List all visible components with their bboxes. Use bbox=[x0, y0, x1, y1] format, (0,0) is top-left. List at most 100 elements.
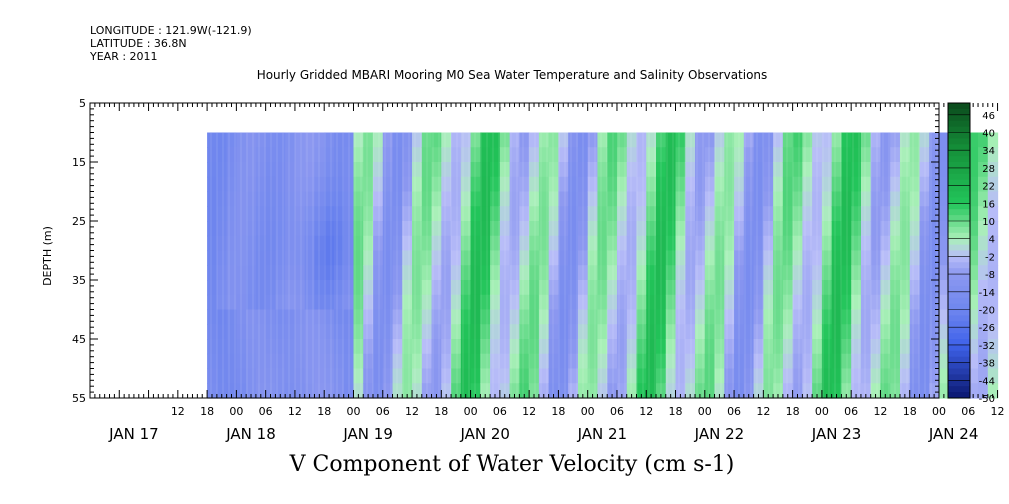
colorbar-bin bbox=[948, 232, 970, 240]
x-day-label: JAN 22 bbox=[694, 425, 745, 443]
heatmap-cell bbox=[987, 294, 999, 311]
colorbar-label: -32 bbox=[979, 341, 995, 352]
x-day-label: JAN 17 bbox=[108, 425, 159, 443]
colorbar-bin bbox=[948, 103, 970, 110]
colorbar-label: -38 bbox=[979, 359, 995, 370]
colorbar-bin bbox=[948, 226, 970, 234]
colorbar-bin bbox=[948, 256, 970, 263]
x-hour-label: 12 bbox=[171, 405, 185, 418]
colorbar-bin bbox=[948, 221, 970, 228]
colorbar-bin bbox=[948, 315, 970, 322]
heatmap-cell bbox=[978, 176, 989, 193]
colorbar-bin bbox=[948, 215, 970, 222]
heatmap-cell bbox=[987, 191, 999, 207]
colorbar-bin bbox=[948, 280, 970, 287]
x-hour-label: 12 bbox=[756, 405, 770, 418]
heatmap-cell bbox=[978, 250, 989, 266]
colorbar-bin bbox=[948, 380, 970, 387]
heatmap-cell bbox=[968, 206, 979, 222]
heatmap-cell bbox=[978, 265, 989, 281]
x-hour-label: 00 bbox=[464, 405, 478, 418]
heatmap-cell bbox=[939, 368, 950, 384]
colorbar-bin bbox=[948, 309, 970, 316]
heatmap-cell bbox=[939, 250, 950, 266]
heatmap-cell bbox=[978, 132, 989, 148]
colorbar-bin bbox=[948, 162, 970, 169]
heatmap-cell bbox=[987, 147, 999, 163]
colorbar-bin bbox=[948, 203, 970, 210]
x-hour-label: 12 bbox=[873, 405, 887, 418]
heatmap-cell bbox=[987, 162, 999, 178]
chart-title: Hourly Gridded MBARI Mooring M0 Sea Wate… bbox=[256, 68, 768, 82]
colorbar-label: -14 bbox=[979, 288, 995, 299]
x-hour-label: 06 bbox=[610, 405, 624, 418]
heatmap-cell bbox=[939, 280, 950, 296]
heatmap-cell bbox=[939, 324, 950, 340]
x-day-label: JAN 19 bbox=[342, 425, 393, 443]
x-hour-label: 00 bbox=[346, 405, 360, 418]
colorbar-label: -26 bbox=[979, 323, 995, 334]
heatmap-cell bbox=[968, 235, 979, 252]
x-day-label: JAN 21 bbox=[577, 425, 628, 443]
colorbar-label: 10 bbox=[982, 217, 995, 228]
x-axis: 12 18 00 06 12 18 00 06 12 18 00 06 12 18 00 06 12 18 00 06… bbox=[89, 103, 1005, 443]
x-day-label: JAN 18 bbox=[225, 425, 276, 443]
colorbar-bin bbox=[948, 356, 970, 364]
colorbar-bin bbox=[948, 344, 970, 352]
heatmap-cell bbox=[968, 294, 979, 311]
colorbar-bin bbox=[948, 144, 970, 151]
heatmap-cell bbox=[968, 353, 979, 370]
heatmap-cell bbox=[968, 280, 979, 296]
y-tick-label: 35 bbox=[72, 274, 86, 287]
colorbar: 46 40 34 28 22 16 10 4 -2 -8 -14 -20 -26 -32 -38 -44 -50 bbox=[947, 102, 995, 405]
heatmap-cell bbox=[939, 309, 950, 325]
heatmap-cell bbox=[987, 206, 999, 222]
heatmap-cell bbox=[968, 324, 979, 340]
x-hour-label: 12 bbox=[522, 405, 536, 418]
x-hour-label: 18 bbox=[786, 405, 800, 418]
colorbar-label: -20 bbox=[979, 306, 995, 317]
colorbar-bin bbox=[948, 185, 970, 192]
heatmap-cell bbox=[939, 353, 950, 370]
heatmap-cell bbox=[968, 147, 979, 163]
colorbar-bin bbox=[948, 339, 970, 346]
x-hour-label: 00 bbox=[581, 405, 595, 418]
y-axis: 5 15 25 35 45 55 bbox=[72, 97, 939, 405]
colorbar-bin bbox=[948, 362, 970, 369]
x-hour-label: 12 bbox=[405, 405, 419, 418]
heatmap-cell bbox=[978, 235, 989, 252]
heatmap-cell bbox=[968, 191, 979, 207]
heatmap-cell bbox=[978, 353, 989, 370]
heatmap-cell bbox=[978, 280, 989, 296]
heatmap-cell bbox=[968, 250, 979, 266]
colorbar-bin bbox=[948, 191, 970, 198]
x-hour-label: 00 bbox=[698, 405, 712, 418]
heatmap-cell bbox=[939, 294, 950, 311]
colorbar-bin bbox=[948, 138, 970, 145]
y-tick-label: 15 bbox=[72, 156, 86, 169]
x-hour-label: 00 bbox=[932, 405, 946, 418]
x-hour-label: 18 bbox=[434, 405, 448, 418]
x-hour-label: 06 bbox=[844, 405, 858, 418]
heatmap-cell bbox=[939, 191, 950, 207]
heatmap-cell bbox=[987, 176, 999, 193]
x-hour-label: 06 bbox=[376, 405, 390, 418]
colorbar-bin bbox=[948, 297, 970, 305]
colorbar-bin bbox=[948, 167, 970, 175]
colorbar-bin bbox=[948, 150, 970, 157]
heatmap-cell bbox=[939, 147, 950, 163]
colorbar-bin bbox=[948, 114, 970, 122]
heatmap-cell bbox=[987, 280, 999, 296]
longitude-label: LONGITUDE : 121.9W(-121.9) bbox=[90, 24, 252, 37]
heatmap-cell bbox=[987, 383, 999, 399]
colorbar-bin bbox=[948, 327, 970, 334]
colorbar-label: 16 bbox=[982, 199, 995, 210]
colorbar-bin bbox=[948, 368, 970, 375]
heatmap-cell bbox=[939, 132, 950, 148]
colorbar-label: -44 bbox=[979, 376, 995, 387]
colorbar-bin bbox=[948, 173, 970, 181]
heatmap-cell bbox=[939, 221, 950, 237]
y-tick-label: 55 bbox=[72, 392, 86, 405]
colorbar-label: -50 bbox=[979, 394, 995, 405]
